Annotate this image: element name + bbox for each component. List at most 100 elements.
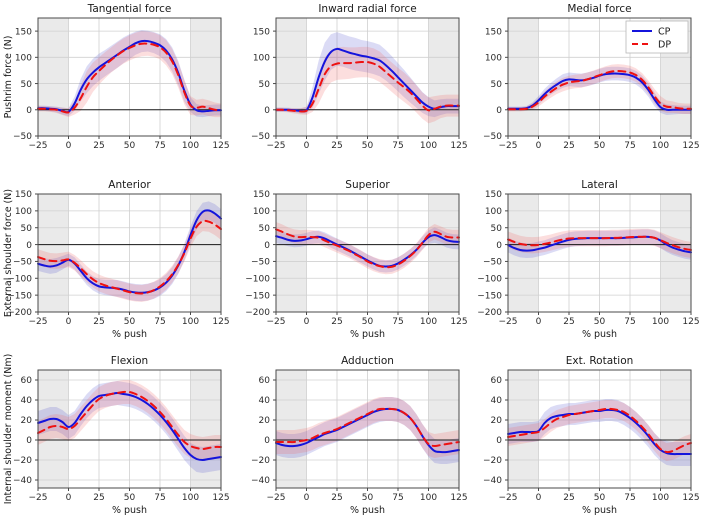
confidence-band-dp [276, 46, 459, 124]
panel-title: Lateral [581, 179, 618, 191]
x-tick-label: 75 [154, 493, 165, 503]
panel-title: Inward radial force [318, 3, 416, 15]
chart-panel-inward-radial-force: −25 0 25 50 75 100 125 −50 0 50 100 150 Inward radia… [238, 0, 476, 176]
x-tick-label: 100 [652, 141, 669, 151]
chart-panel-adduction: −25 0 25 50 75 100 125 −40 −20 0 20 40 60 Adduction % … [238, 352, 476, 528]
y-tick-label: −50 [483, 258, 502, 268]
y-tick-label: 150 [485, 27, 502, 37]
x-tick-label: 50 [594, 493, 606, 503]
x-tick-label: 50 [124, 493, 136, 503]
series-line-dp [37, 42, 222, 114]
series-line-dp [275, 60, 460, 113]
y-tick-label: 100 [253, 54, 270, 64]
y-tick-label: −200 [7, 308, 32, 318]
x-tick-label: 100 [182, 317, 199, 327]
series-line-dp [37, 219, 222, 295]
x-tick-label: 125 [212, 141, 229, 151]
legend-box [625, 20, 689, 54]
y-tick-label: −40 [483, 476, 502, 486]
x-axis-label: % push [582, 505, 617, 516]
y-tick-label: 40 [21, 396, 33, 406]
x-tick-label: 25 [93, 493, 104, 503]
x-tick-label: 75 [154, 317, 165, 327]
y-tick-label: 0 [26, 106, 32, 116]
y-tick-label: 0 [264, 241, 270, 251]
x-tick-label: 100 [652, 317, 669, 327]
y-tick-label: 150 [15, 190, 32, 200]
chart-panel-medial-force: −25 0 25 50 75 100 125 −50 0 50 100 150 Medial force… [470, 0, 708, 176]
x-tick-label: 75 [624, 317, 635, 327]
x-tick-label: 25 [93, 317, 104, 327]
x-tick-label: 25 [563, 141, 574, 151]
y-tick-label: 150 [253, 27, 270, 37]
y-tick-label: −150 [245, 291, 270, 301]
y-tick-label: 0 [264, 436, 270, 446]
y-tick-label: −100 [477, 274, 502, 284]
x-tick-label: 25 [93, 141, 104, 151]
y-tick-label: 100 [15, 54, 32, 64]
x-tick-label: 0 [304, 317, 310, 327]
x-tick-label: 0 [66, 317, 72, 327]
y-tick-label: 50 [21, 224, 33, 234]
x-tick-label: −25 [499, 141, 518, 151]
confidence-band-dp [508, 400, 691, 461]
x-tick-label: 125 [682, 493, 699, 503]
y-axis-label: External shoulder force (N) [3, 189, 14, 317]
shaded-region [660, 194, 691, 312]
x-tick-label: 0 [304, 141, 310, 151]
series-line-dp [275, 228, 460, 269]
x-tick-label: 100 [182, 493, 199, 503]
shaded-region [428, 370, 459, 488]
x-tick-label: 125 [682, 141, 699, 151]
series-line-dp [37, 390, 222, 450]
x-tick-label: 125 [450, 493, 467, 503]
series-line-cp [37, 392, 222, 461]
x-tick-label: 0 [66, 141, 72, 151]
x-tick-label: −25 [29, 493, 48, 503]
x-tick-label: 50 [124, 317, 136, 327]
y-tick-label: 20 [491, 416, 503, 426]
shaded-region [190, 18, 221, 136]
y-tick-label: 40 [491, 396, 503, 406]
chart-panel-lateral: −25 0 25 50 75 100 125 −200 −150 −100 −50 0 50 100 150… [470, 176, 708, 352]
y-tick-label: 0 [264, 106, 270, 116]
y-tick-label: 50 [21, 80, 33, 90]
x-tick-label: −25 [267, 141, 286, 151]
x-tick-label: 100 [652, 493, 669, 503]
confidence-band-dp [276, 221, 459, 275]
legend-label-cp: CP [658, 27, 671, 38]
y-tick-label: −50 [251, 258, 270, 268]
series-line-dp [507, 235, 692, 251]
y-tick-label: −50 [483, 132, 502, 142]
x-tick-label: 0 [304, 493, 310, 503]
chart-panel-flexion: −25 0 25 50 75 100 125 −40 −20 0 20 40 60 Flexion % pu… [0, 352, 238, 528]
panel-title: Anterior [108, 179, 151, 191]
x-tick-label: 100 [420, 317, 437, 327]
x-tick-label: 75 [624, 141, 635, 151]
shaded-region [276, 194, 307, 312]
series-line-cp [507, 235, 692, 254]
confidence-band-dp [38, 31, 221, 118]
y-tick-label: 0 [496, 241, 502, 251]
shaded-region [276, 18, 307, 136]
x-tick-label: 125 [450, 141, 467, 151]
x-tick-label: 25 [331, 141, 342, 151]
x-tick-label: 0 [536, 141, 542, 151]
panel-title: Tangential force [87, 3, 172, 15]
y-tick-label: −40 [251, 476, 270, 486]
x-tick-label: 125 [212, 317, 229, 327]
x-tick-label: −25 [267, 493, 286, 503]
confidence-band-cp [38, 30, 221, 118]
chart-panel-anterior: −25 0 25 50 75 100 125 −200 −150 −100 −50 0 50 100 150… [0, 176, 238, 352]
x-tick-label: 100 [420, 493, 437, 503]
series-line-dp [507, 69, 692, 111]
y-tick-label: −100 [245, 274, 270, 284]
x-tick-label: 25 [331, 493, 342, 503]
x-tick-label: 0 [66, 493, 72, 503]
x-tick-label: 25 [563, 317, 574, 327]
y-tick-label: 0 [496, 436, 502, 446]
x-axis-label: % push [582, 329, 617, 340]
x-tick-label: 100 [182, 141, 199, 151]
x-tick-label: −25 [499, 317, 518, 327]
